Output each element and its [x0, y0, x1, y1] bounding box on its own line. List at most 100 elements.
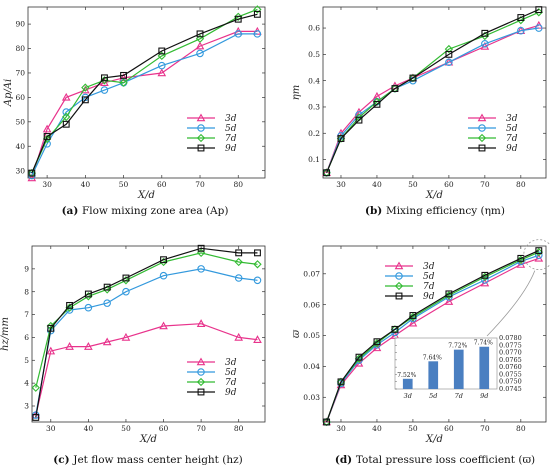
data-point [42, 134, 52, 144]
x-tick-label: 50 [408, 180, 418, 189]
data-point [158, 47, 166, 55]
panel-caption: (a) Flow mixing zone area (Ap) [62, 205, 229, 217]
data-point [445, 290, 453, 298]
inset-bar [453, 349, 464, 389]
legend-marker [478, 124, 486, 132]
legend-label: 7d [225, 134, 237, 144]
data-point [234, 332, 244, 341]
x-tick-label: 70 [480, 180, 490, 189]
caption-letter: (a) [62, 205, 82, 217]
panel-a: 30 40 50 60 70 80 30 40 50 60 70 80 90 X/d Ap/Ai 3d5d7d… [3, 5, 266, 217]
legend-marker [394, 281, 404, 291]
data-point [373, 338, 381, 346]
x-tick-label: 50 [121, 424, 131, 433]
series-line [326, 9, 540, 173]
data-point [409, 74, 417, 82]
data-point [445, 50, 453, 58]
data-point [196, 49, 204, 58]
data-point [160, 256, 167, 264]
data-point [196, 30, 204, 38]
legend-marker [196, 113, 206, 122]
x-tick-label: 40 [84, 424, 94, 433]
inset-y-tick-label: 0.0780 [499, 334, 522, 342]
zoom-connector [486, 270, 536, 337]
legend-marker [395, 272, 403, 280]
data-point [444, 291, 454, 300]
legend-marker [196, 357, 206, 366]
data-point [159, 271, 168, 280]
x-tick-label: 60 [444, 180, 454, 189]
y-axis-title: ηm [291, 85, 302, 100]
x-tick-label: 80 [234, 424, 244, 433]
x-axis-title: X/d [425, 190, 443, 201]
data-point [253, 335, 262, 343]
data-point [157, 68, 167, 77]
panel-caption: (d) Total pressure loss coefficient (ϖ) [335, 454, 535, 466]
x-tick-label: 40 [372, 424, 382, 433]
data-point [253, 260, 262, 269]
data-point [102, 337, 112, 346]
series-line [326, 257, 539, 423]
data-point [157, 51, 166, 61]
data-point [101, 74, 108, 82]
data-point [408, 312, 418, 322]
data-point [234, 30, 243, 38]
data-point [119, 73, 128, 82]
y-axis-title: Ap/Ai [3, 79, 14, 107]
data-point [195, 34, 205, 43]
x-tick-label: 70 [195, 180, 205, 189]
y-tick-label: 30 [15, 166, 25, 175]
y-tick-label: 0.03 [303, 393, 320, 402]
data-point [391, 85, 399, 92]
data-point [253, 5, 262, 14]
data-point [535, 6, 543, 14]
x-tick-label: 60 [159, 424, 169, 433]
inset-y-tick-label: 0.0760 [499, 363, 522, 371]
y-tick-label: 0.2 [308, 129, 320, 138]
legend-marker [196, 377, 206, 387]
legend-label: 9d [225, 388, 237, 398]
x-tick-label: 70 [480, 424, 490, 433]
x-axis-title: X/d [139, 434, 157, 445]
data-point [62, 112, 71, 122]
inset-bar-label: 7.72% [448, 343, 467, 350]
data-point [66, 301, 74, 309]
y-axis-title: ϖ [291, 329, 302, 338]
x-tick-label: 60 [444, 424, 454, 433]
data-point [46, 346, 56, 355]
y-tick-label: 70 [15, 69, 25, 78]
legend-label: 9d [506, 144, 518, 154]
y-tick-label: 3 [24, 402, 29, 411]
inset-x-tick-label: 9d [480, 392, 488, 400]
x-tick-label: 80 [516, 180, 526, 189]
data-point [61, 92, 71, 101]
y-tick-label: 0.07 [303, 269, 320, 278]
data-point [323, 418, 331, 426]
y-tick-label: 9 [24, 264, 29, 273]
legend-label: 9d [225, 144, 237, 154]
legend-marker [196, 133, 206, 143]
data-point [444, 44, 454, 54]
x-tick-label: 30 [336, 180, 346, 189]
data-point [195, 41, 205, 50]
series-line [326, 254, 539, 423]
data-point [254, 249, 261, 257]
data-point [444, 297, 454, 305]
data-point [103, 283, 111, 291]
inset-bar-label: 7.74% [474, 340, 493, 347]
data-point [234, 274, 243, 282]
data-point [197, 265, 205, 273]
data-point [481, 271, 489, 279]
y-tick-label: 7 [24, 310, 29, 319]
legend-marker [197, 388, 205, 396]
data-point [372, 91, 382, 100]
series-3d [31, 319, 262, 419]
y-tick-label: 0.04 [303, 362, 320, 371]
data-point [373, 100, 381, 108]
data-point [234, 257, 243, 267]
panel-b: 30 40 50 60 70 80 0.1 0.2 0.3 0.4 0.5 0.6 X/d ηm 3d5d7… [291, 6, 547, 217]
legend-marker [197, 368, 205, 376]
data-point [100, 76, 109, 85]
